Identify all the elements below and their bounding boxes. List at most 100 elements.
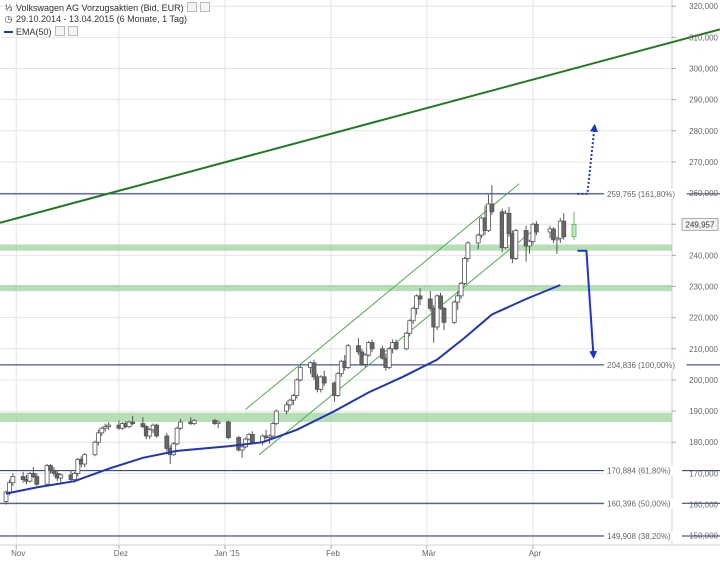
chart-title-row: ⅓ Volkswagen AG Vorzugsaktien (Bid, EUR) — [4, 2, 210, 13]
y-tick-label: 180,000 — [689, 438, 718, 447]
x-axis: Nov Dez Jan '15 Feb Mär Apr — [11, 545, 541, 558]
candle-body — [126, 421, 132, 428]
fib-label: 259,765 (161,80%) — [607, 190, 675, 199]
candle-body — [48, 465, 53, 471]
candle-body — [273, 410, 279, 424]
candle-body — [284, 404, 289, 412]
fib-label-bg — [604, 359, 687, 370]
candle-body — [102, 426, 108, 429]
bull-arrow — [577, 123, 598, 195]
y-tick-label: 200,000 — [689, 376, 718, 385]
y-axis: 150,000 160,000 170,000 180,000 190,000 200,0… — [672, 2, 719, 541]
long-trendline — [0, 28, 720, 224]
y-tick-label: 240,000 — [689, 251, 718, 260]
candle-body — [7, 482, 12, 493]
candle-body — [34, 476, 40, 485]
fib-label: 204,836 (100,00%) — [607, 361, 675, 370]
candle-body — [294, 379, 300, 396]
candle-body — [407, 320, 413, 334]
candle-body — [417, 295, 423, 300]
y-tick-label: 290,000 — [689, 96, 718, 105]
candle-body — [270, 423, 276, 437]
bear-arrow — [577, 249, 598, 360]
support-zone — [0, 244, 672, 251]
ema-label: EMA(50) — [16, 27, 52, 37]
candle-body — [386, 348, 392, 368]
ema-close-box-icon[interactable] — [67, 26, 78, 36]
grid — [0, 0, 720, 546]
candle-body — [571, 223, 577, 238]
candle-body — [554, 237, 560, 241]
candle-body — [99, 427, 105, 434]
x-tick-label: Jan '15 — [214, 549, 240, 558]
fib-label-bg — [604, 498, 682, 509]
candle-body — [191, 420, 197, 424]
candle-body — [154, 424, 159, 437]
ema-legend-row: EMA(50) — [4, 26, 78, 37]
fibonacci-lines — [0, 193, 720, 537]
y-tick-label: 160,000 — [689, 501, 718, 510]
candle-body — [287, 399, 293, 406]
y-tick-label: 320,000 — [689, 2, 718, 11]
x-tick-label: Apr — [529, 549, 542, 558]
candle-body — [379, 348, 385, 359]
candle-body — [311, 362, 317, 378]
ema-settings-box-icon[interactable] — [54, 26, 65, 36]
candle-body — [455, 295, 461, 303]
candle-body — [403, 332, 409, 350]
candle-body — [239, 446, 245, 451]
candle-body — [475, 234, 481, 244]
candle-body — [486, 203, 491, 231]
candle-body — [434, 295, 440, 328]
candle-body — [489, 203, 495, 213]
ema-polyline — [5, 284, 561, 495]
candle-body — [3, 491, 9, 502]
fib-label-bg — [604, 530, 682, 541]
last-price-marker: 249,957 — [681, 217, 719, 231]
y-tick-label: 300,000 — [689, 65, 718, 74]
y-tick-label: 150,000 — [689, 532, 718, 541]
candle-body — [523, 230, 529, 247]
candle-body — [345, 345, 351, 368]
x-tick-label: Dez — [114, 549, 128, 558]
candle-body — [10, 476, 16, 484]
settings-box-icon[interactable] — [186, 2, 197, 12]
candle-body — [95, 432, 101, 443]
candle-body — [410, 307, 416, 322]
y-tick-label: 220,000 — [689, 314, 718, 323]
candle-body — [92, 441, 98, 456]
x-tick-label: Mär — [422, 549, 436, 558]
candle-body — [451, 301, 457, 323]
y-tick-label: 280,000 — [689, 127, 718, 136]
candle-body — [458, 282, 464, 297]
candle-chart-icon: ⅓ — [4, 3, 13, 13]
fibonacci-labels: 259,765 (161,80%) 204,836 (100,00%) 170,88… — [604, 188, 687, 541]
y-tick-label: 230,000 — [689, 283, 718, 292]
support-zone — [0, 284, 672, 292]
candle-body — [20, 476, 26, 481]
close-box-icon[interactable] — [199, 2, 210, 12]
candle-body — [243, 438, 248, 448]
y-tick-label: 170,000 — [689, 469, 718, 478]
fib-label-bg — [604, 465, 682, 476]
candle-body — [533, 223, 539, 233]
candle-body — [130, 421, 136, 424]
candle-body — [297, 367, 303, 381]
candlesticks[interactable] — [3, 185, 577, 505]
candle-body — [291, 395, 296, 401]
candle-body — [513, 230, 519, 259]
candle-body — [561, 220, 567, 238]
candle-body — [551, 228, 556, 241]
ema-swatch — [4, 31, 13, 33]
chart-range-row: ◷ 29.10.2014 - 13.04.2015 (6 Monate, 1 Ta… — [4, 14, 187, 25]
candle-body — [335, 373, 341, 396]
candle-body — [441, 307, 447, 323]
candle-body — [58, 474, 64, 479]
candle-body — [147, 429, 153, 437]
fib-label: 170,884 (61,80%) — [607, 467, 671, 476]
candle-body — [82, 454, 88, 465]
candle-body — [164, 435, 170, 449]
candle-body — [267, 435, 272, 438]
candle-body — [27, 472, 33, 482]
